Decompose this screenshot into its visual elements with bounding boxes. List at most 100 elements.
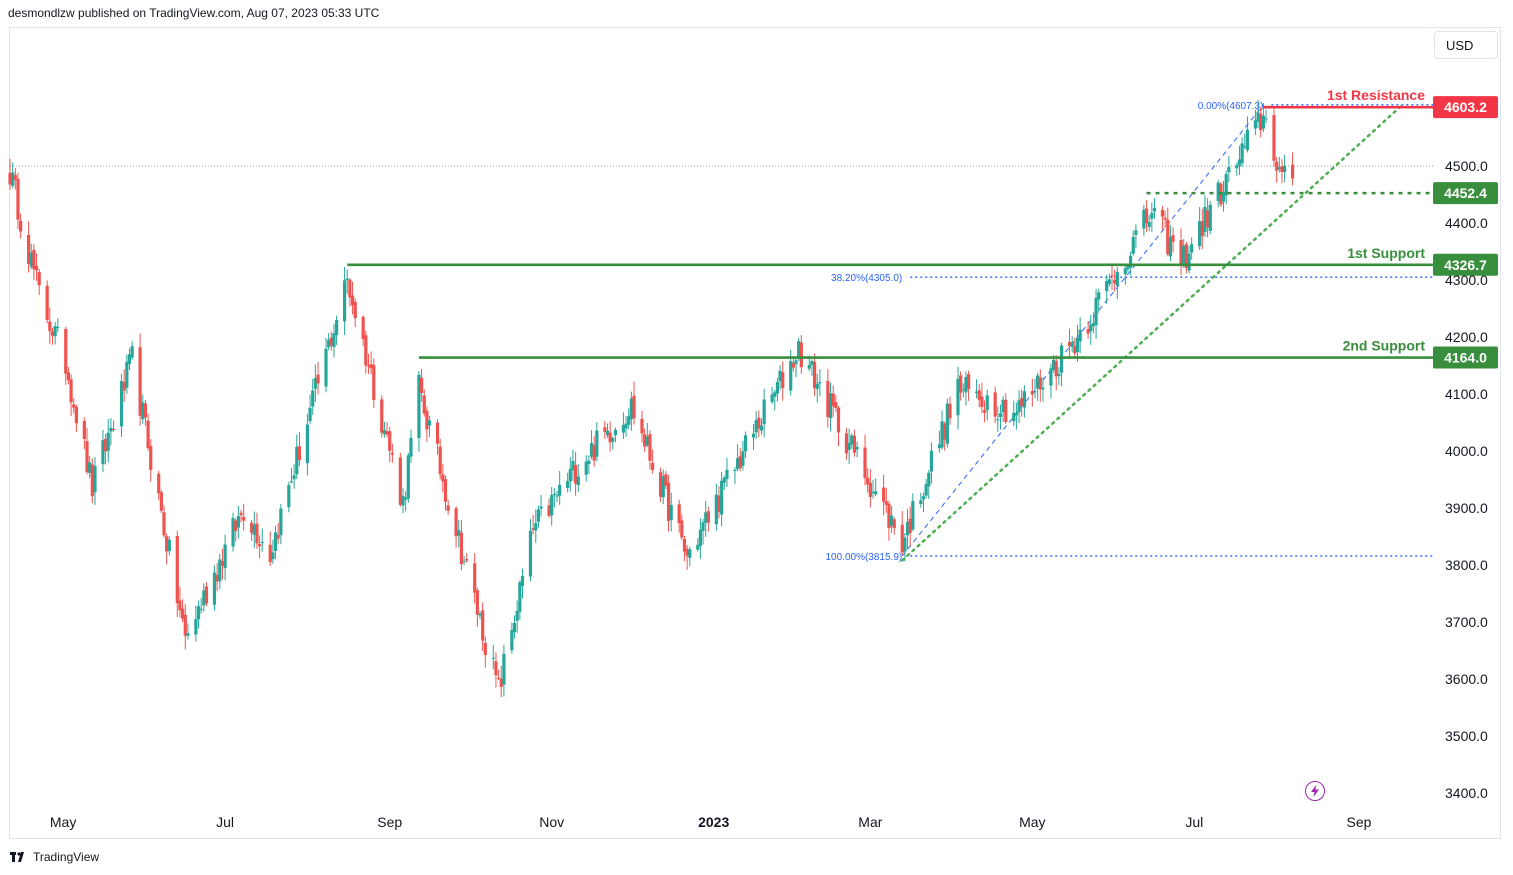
- level-label-support-1: 1st Support: [1347, 245, 1425, 261]
- candle-body: [64, 329, 67, 374]
- y-tick-label: 4300.0: [1445, 272, 1488, 288]
- candle-body: [168, 540, 171, 551]
- candle-body: [794, 360, 797, 364]
- candle-body: [707, 511, 710, 522]
- candle-body: [678, 504, 681, 523]
- candle-body: [460, 533, 463, 565]
- candle-body: [919, 500, 922, 504]
- candle-body: [1060, 345, 1063, 372]
- candle-body: [595, 431, 598, 457]
- candle-body: [1116, 272, 1119, 286]
- candle-body: [1108, 279, 1111, 284]
- candle-body: [587, 461, 590, 464]
- y-tick-label: 4200.0: [1445, 329, 1488, 345]
- candle-body: [670, 505, 673, 520]
- candle-body: [255, 524, 258, 544]
- candle-body: [680, 521, 683, 538]
- candle-body: [648, 434, 651, 460]
- candle-body: [1164, 218, 1167, 220]
- candle-body: [510, 630, 513, 650]
- candle-body: [853, 436, 856, 453]
- price-tag-resistance-1: 4603.2: [1433, 96, 1498, 118]
- candle-body: [93, 466, 96, 492]
- candle-body: [112, 429, 115, 430]
- candle-body: [611, 438, 614, 442]
- candle-body: [1004, 400, 1007, 422]
- candle-body: [980, 397, 983, 407]
- footer-brand[interactable]: TradingView: [10, 849, 99, 865]
- candle-body: [640, 419, 643, 434]
- candle-body: [38, 272, 41, 285]
- candle-body: [994, 392, 997, 416]
- candle-body: [632, 396, 635, 419]
- footer-brand-label: TradingView: [33, 850, 99, 864]
- candle-body: [816, 384, 819, 389]
- candle-body: [56, 327, 59, 328]
- y-tick-label: 4100.0: [1445, 386, 1488, 402]
- x-tick-label: Jul: [1185, 814, 1203, 830]
- candle-body: [239, 513, 242, 515]
- candle-body: [107, 433, 110, 451]
- x-tick-label: Sep: [1346, 814, 1371, 830]
- candle-body: [364, 335, 367, 365]
- candle-body: [343, 280, 346, 321]
- candle-body: [75, 407, 78, 423]
- candle-body: [1190, 244, 1193, 252]
- fib-label: 100.00%(3815.9): [825, 552, 902, 563]
- candle-body: [1049, 368, 1052, 385]
- candle-body: [293, 475, 296, 479]
- price-tag-text: 4164.0: [1444, 350, 1487, 366]
- candle-body: [409, 438, 412, 457]
- level-label-support-2: 2nd Support: [1343, 338, 1426, 354]
- price-tag-level-4452: 4452.4: [1433, 182, 1498, 204]
- candle-body: [184, 615, 187, 636]
- candle-body: [261, 542, 264, 543]
- candle-body: [1225, 174, 1228, 195]
- candle-body: [1283, 166, 1286, 172]
- candle-body: [439, 447, 442, 475]
- candle-body: [967, 374, 970, 389]
- candle-body: [287, 485, 290, 507]
- fib-label: 0.00%(4607.3): [1198, 101, 1264, 112]
- candle-body: [332, 333, 335, 347]
- candle-body: [760, 426, 763, 431]
- candle-body: [83, 421, 86, 439]
- candle-body: [186, 633, 189, 636]
- candle-body: [1134, 230, 1137, 235]
- candle-body: [516, 611, 519, 621]
- candle-body: [372, 365, 375, 400]
- x-tick-label: Nov: [539, 814, 564, 830]
- candle-body: [476, 590, 479, 615]
- price-tag-support-2: 4164.0: [1433, 347, 1498, 369]
- candle-body: [67, 372, 70, 380]
- lightning-glyph: [1310, 785, 1320, 797]
- candle-body: [1041, 388, 1044, 390]
- candle-body: [277, 535, 280, 539]
- candle-body: [1227, 167, 1230, 172]
- candle-body: [200, 609, 203, 610]
- candle-body: [176, 536, 179, 603]
- candle-body: [1264, 118, 1267, 119]
- candle-body: [311, 391, 314, 407]
- candle-body: [1150, 213, 1153, 219]
- candle-body: [465, 559, 468, 560]
- lightning-icon[interactable]: [1305, 781, 1325, 801]
- candle-body: [19, 221, 22, 232]
- x-tick-label: Jul: [216, 814, 234, 830]
- candle-body: [927, 473, 930, 487]
- y-tick-label: 4000.0: [1445, 443, 1488, 459]
- candle-body: [144, 403, 147, 417]
- candle-body: [521, 576, 524, 586]
- tradingview-logo-icon: [10, 852, 28, 862]
- candle-body: [818, 382, 821, 383]
- candle-body: [808, 365, 811, 369]
- fibonacci-retracement: 0.00%(4607.3)38.20%(4305.0)100.00%(3815.…: [825, 101, 1433, 563]
- candle-body: [1033, 391, 1036, 392]
- currency-button[interactable]: USD: [1434, 31, 1498, 59]
- candle-body: [444, 479, 447, 502]
- candle-body: [1272, 115, 1275, 161]
- candle-body: [146, 421, 149, 448]
- candle-body: [428, 420, 431, 425]
- candle-body: [157, 474, 160, 493]
